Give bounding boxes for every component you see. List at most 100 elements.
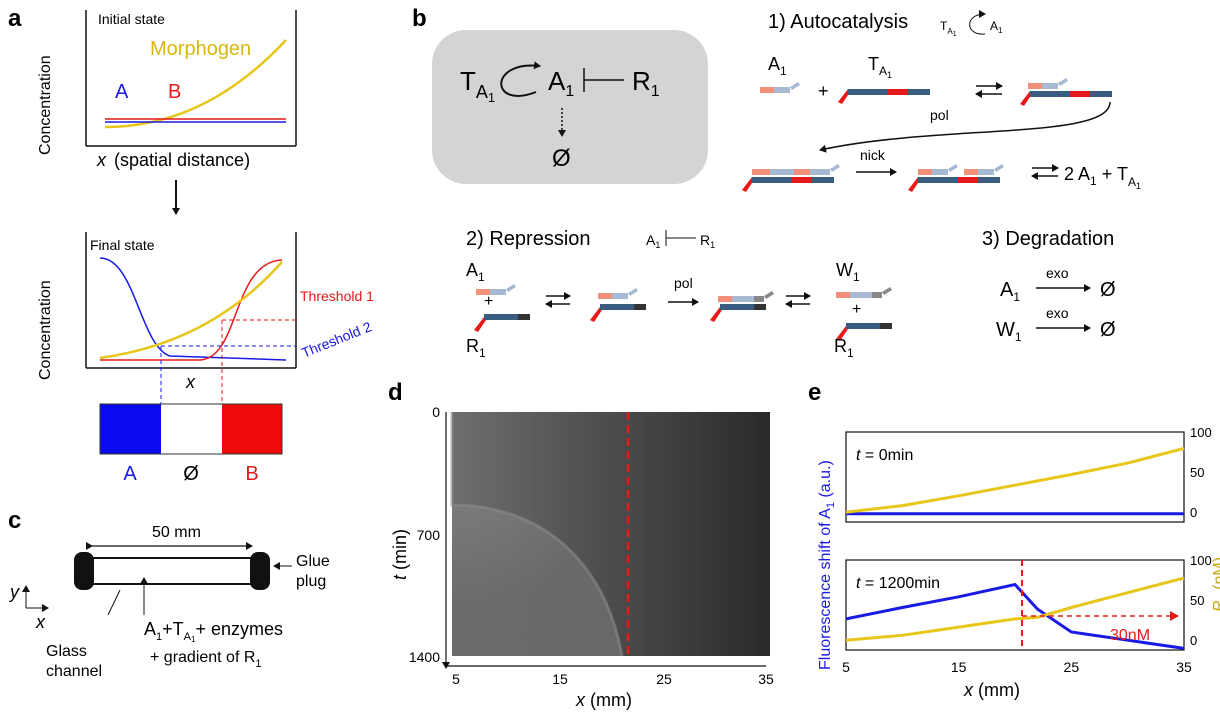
deg-empty-2: Ø — [1100, 319, 1116, 341]
panel-letter-a: a — [8, 5, 22, 32]
e-bottom-plot-frame — [845, 559, 1185, 651]
initial-state-title: Initial state — [98, 11, 165, 27]
pol-label-1: pol — [930, 107, 949, 123]
morphogen-label: Morphogen — [150, 38, 251, 60]
panel-letter-e: e — [808, 379, 821, 406]
network-r: R1 — [632, 66, 660, 100]
auto-a1-label: A1 — [768, 54, 787, 78]
exo-label-2: exo — [1046, 305, 1069, 321]
d-ytick-2: 1400 — [409, 649, 440, 665]
autocatalysis-mini-diagram: TA1 A1 — [940, 10, 1003, 38]
e-xtick: 25 — [1064, 659, 1080, 675]
panel-a-final-plot: Final state Concentration Threshold 1 Th… — [37, 232, 374, 404]
network-box — [432, 30, 708, 184]
bar-region-empty — [161, 404, 222, 454]
d-ytick-1: 700 — [417, 527, 441, 543]
rep-r1-strand — [474, 314, 530, 332]
a-final-curve — [99, 257, 287, 361]
auto-t-label: TA1 — [868, 54, 892, 80]
deg-w1: W1 — [996, 319, 1022, 344]
repression-title: 2) Repression — [466, 228, 591, 250]
d-xlabel: x (mm) — [575, 690, 632, 710]
nick-label: nick — [860, 147, 886, 163]
e-top-label: t = 0min — [856, 447, 913, 464]
e-right-ylabel: R1 (nM) — [1211, 557, 1220, 612]
e-right-tick: 0 — [1190, 505, 1197, 520]
repression-mini-diagram: A1 R1 — [646, 230, 715, 250]
d-xtick-1: 15 — [552, 671, 568, 687]
glue-label: Glue — [296, 553, 330, 570]
e-right-tick: 100 — [1190, 425, 1212, 440]
panel-e-charts: t = 0min t = 1200min 30nM 5 15 25 35 100 50 0… — [817, 425, 1220, 700]
kymograph-front — [452, 412, 622, 656]
rep-equilibrium — [545, 292, 571, 308]
svg-text:R1: R1 — [700, 232, 715, 250]
svg-text:TA1: TA1 — [940, 19, 957, 38]
rep-primer-strand — [476, 284, 516, 295]
e-series-line-1-1 — [845, 576, 1185, 642]
deg-empty-1: Ø — [1100, 279, 1116, 301]
auto-primer-strand — [760, 82, 800, 93]
autocatalysis-title: 1) Autocatalysis — [768, 11, 908, 33]
bar-region-a — [100, 404, 161, 454]
rep-plus-2: + — [852, 301, 861, 318]
auto-complex-primer — [1028, 78, 1068, 89]
glass-pointer — [107, 589, 121, 616]
network-t: TA1 — [460, 66, 495, 105]
svg-text:A1: A1 — [646, 232, 660, 250]
channel-label: channel — [46, 663, 102, 680]
threshold-1-label: Threshold 1 — [300, 288, 374, 304]
morphogen-final-curve — [99, 261, 283, 360]
e-right-ticks: 100 50 0 100 50 0 — [1190, 425, 1212, 648]
rep-w1-strand — [836, 287, 892, 298]
rep-r1-product-label: R1 — [834, 336, 854, 360]
e-right-tick: 50 — [1190, 465, 1204, 480]
species-a-label: A — [115, 81, 129, 103]
bar-label-b: B — [245, 463, 258, 485]
e-annotation: 30nM — [1110, 627, 1150, 644]
autocatalysis-loop-arrow — [500, 61, 541, 97]
exo-label-1: exo — [1046, 265, 1069, 281]
bar-label-a: A — [123, 463, 137, 485]
pol-curve-arrow — [819, 101, 1111, 153]
rep-a1-label: A1 — [466, 260, 485, 284]
e-right-tick: 100 — [1190, 553, 1212, 568]
morphogen-curve — [104, 39, 287, 129]
panel-d-kymograph: 0 700 1400 5 15 25 35 t (min) x (mm) — [390, 404, 774, 710]
d-ytick-0: 0 — [432, 404, 440, 420]
panel-b-network: TA1 A1 R1 Ø — [432, 30, 708, 184]
a-ylabel-top: Concentration — [37, 55, 54, 155]
glass-label: Glass — [46, 643, 87, 660]
rep-r1-product — [836, 323, 892, 341]
e-xlabel: x (mm) — [963, 680, 1020, 700]
pol-label-2: pol — [674, 275, 693, 291]
e-xticks: 5 15 25 35 — [842, 659, 1192, 675]
panel-letter-d: d — [388, 379, 403, 406]
e-right-tick: 0 — [1190, 633, 1197, 648]
a-ylabel-bottom: Concentration — [37, 280, 54, 380]
rep-r1-label: R1 — [466, 336, 486, 360]
species-b-label: B — [168, 81, 181, 103]
e-top-plot-frame — [845, 431, 1185, 523]
auto-plus: + — [818, 81, 829, 101]
channel-content-1: A1+TA1+ enzymes — [144, 619, 283, 644]
channel-content-2: + gradient of R1 — [150, 649, 262, 670]
rep-w1-label: W1 — [836, 260, 860, 284]
pattern-bar: A Ø B — [99, 403, 283, 485]
panel-c-channel: 50 mm Glue plug A1+TA1+ enzymes + gradie… — [8, 524, 330, 680]
rep-complex — [590, 288, 646, 322]
network-empty: Ø — [552, 145, 571, 172]
threshold-2-label: Threshold 2 — [299, 318, 374, 361]
rep-plus-1: + — [484, 293, 493, 310]
bar-label-empty: Ø — [183, 463, 199, 485]
axis-y-label: y — [8, 582, 20, 602]
d-xtick-2: 25 — [656, 671, 672, 687]
axis-x-label: x — [35, 612, 46, 632]
e-series-line-0-1 — [845, 446, 1185, 514]
deg-a1: A1 — [1000, 279, 1020, 304]
e-right-tick: 50 — [1190, 593, 1204, 608]
panel-letter-b: b — [412, 5, 427, 32]
a-x-var: x — [96, 150, 107, 170]
e-left-ylabel: Fluorescence shift of A1 (a.u.) — [817, 460, 837, 670]
